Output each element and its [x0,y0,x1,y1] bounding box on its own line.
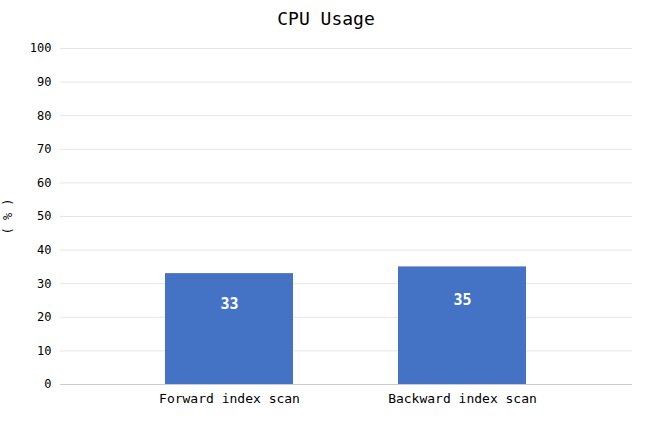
svg-text:35: 35 [453,291,471,309]
svg-text:Forward index scan: Forward index scan [159,391,300,406]
svg-text:60: 60 [37,176,51,190]
svg-text:80: 80 [37,109,51,123]
svg-text:( % ): ( % ) [1,198,15,234]
svg-text:100: 100 [30,41,52,55]
svg-text:90: 90 [37,75,51,89]
svg-text:70: 70 [37,142,51,156]
svg-text:30: 30 [37,277,51,291]
svg-text:10: 10 [37,344,51,358]
html-text:CPU Usage: CPU Usage [277,8,375,29]
svg-text:20: 20 [37,310,51,324]
svg-text:0: 0 [44,377,51,391]
svg-text:33: 33 [220,295,238,313]
svg-text:50: 50 [37,209,51,223]
svg-text:40: 40 [37,243,51,257]
svg-text:Backward index scan: Backward index scan [388,391,537,406]
